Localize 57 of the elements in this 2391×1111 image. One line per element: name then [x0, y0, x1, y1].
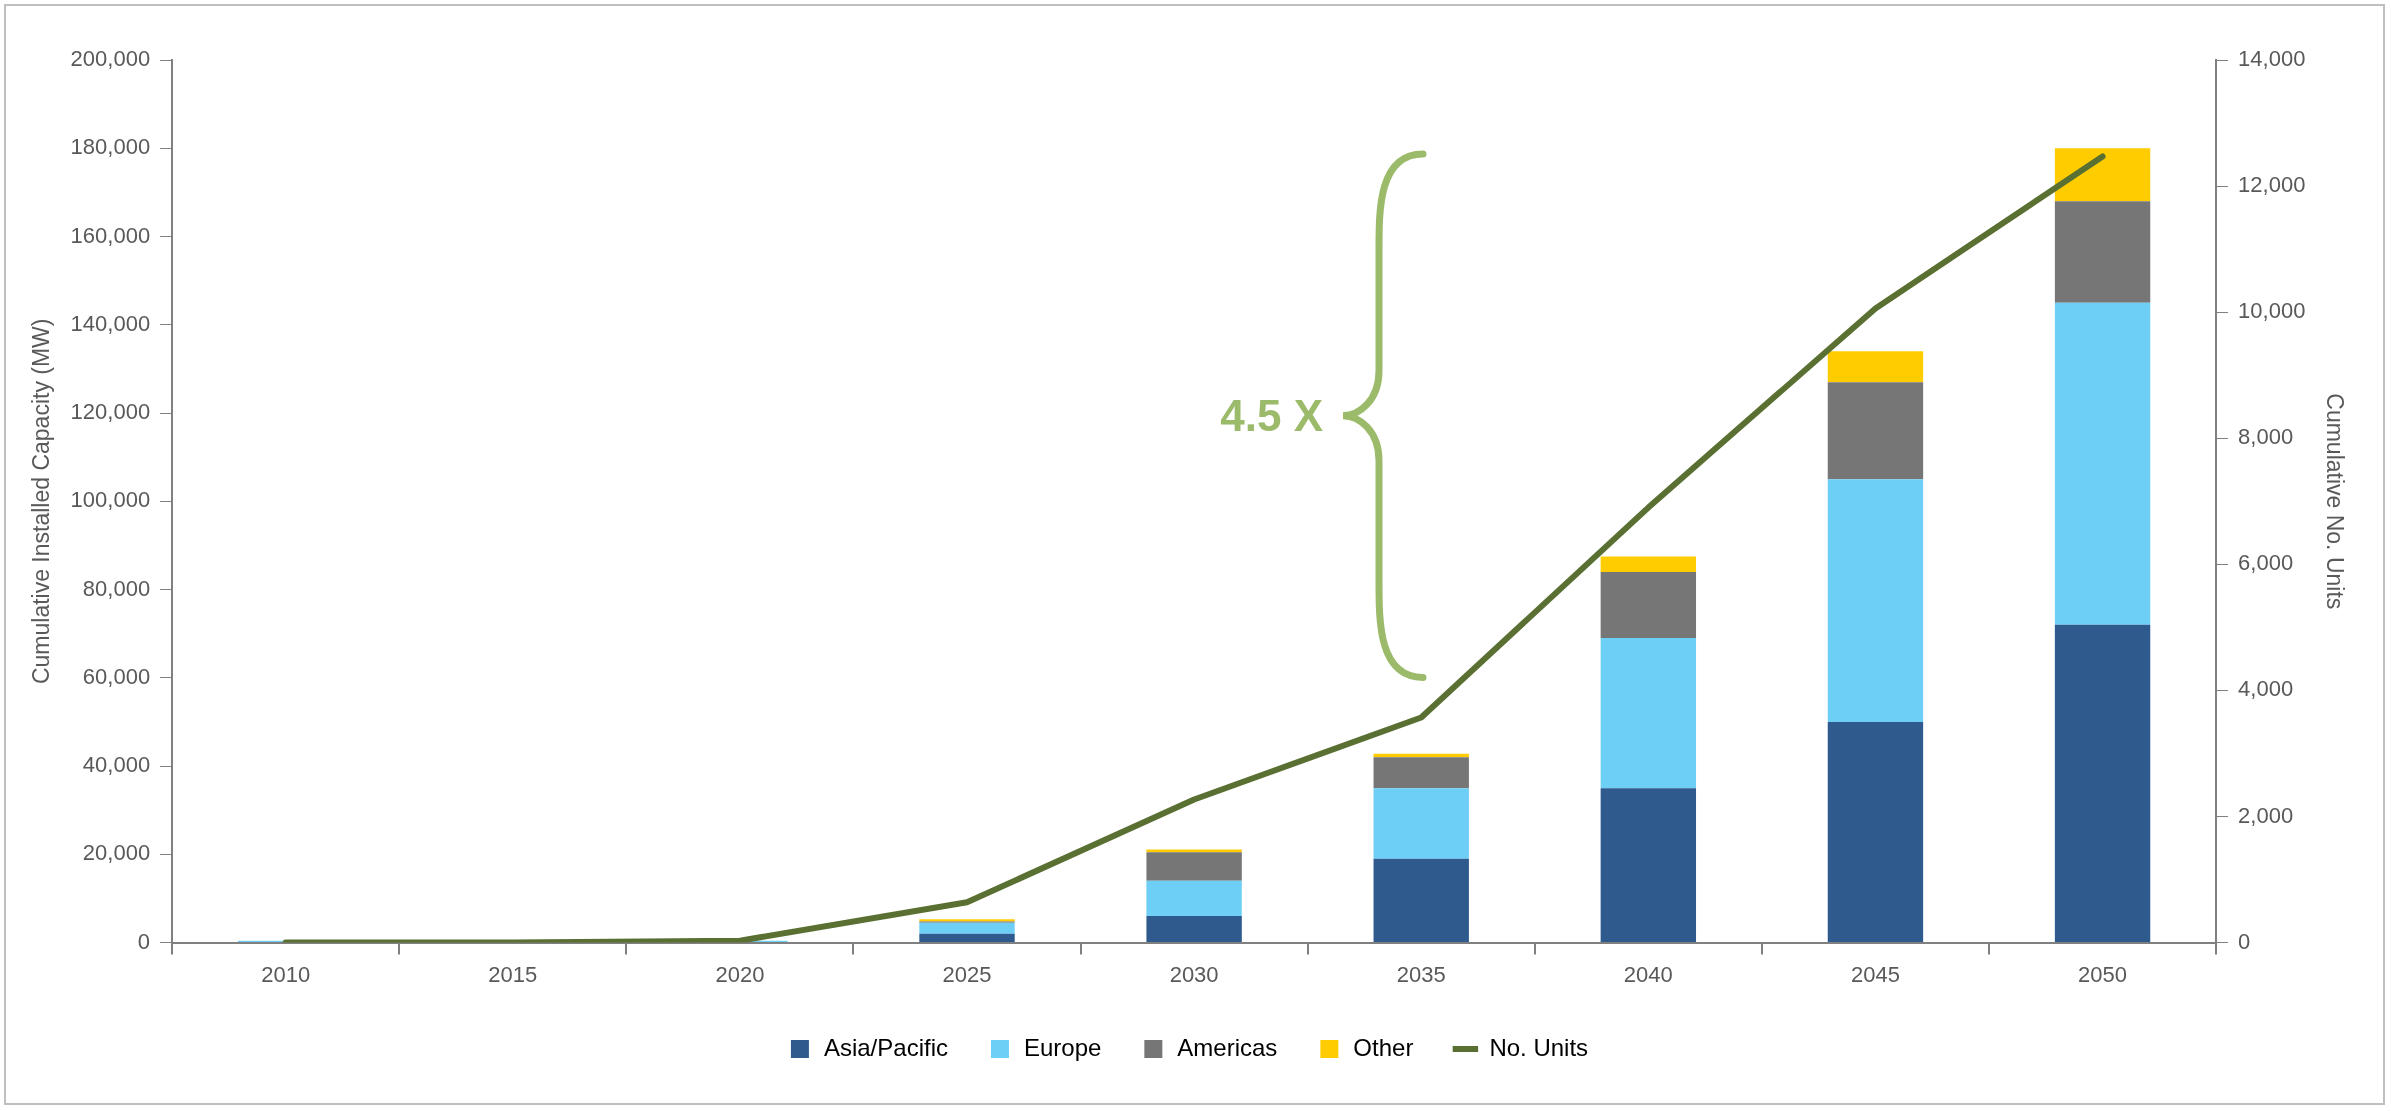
bar: [1146, 852, 1242, 881]
y2-tick-label: 10,000: [2238, 298, 2306, 324]
x-tick-label: 2025: [942, 961, 992, 987]
y2-tick-label: 14,000: [2238, 46, 2306, 72]
y-tick-label: 60,000: [82, 663, 151, 689]
bar: [1600, 571, 1697, 639]
y-tick-label: 80,000: [82, 575, 151, 601]
bar: [919, 933, 1015, 943]
y2-tick-label: 8,000: [2238, 424, 2294, 450]
bar: [2054, 302, 2151, 625]
bar: [1827, 479, 1924, 722]
y2-tick-label: 2,000: [2238, 802, 2294, 828]
annotation: 4.5 X: [1220, 391, 1324, 442]
legend-label: Europe: [1023, 1033, 1102, 1061]
x-tick-label: 2040: [1623, 961, 1673, 987]
y-tick-label: 140,000: [70, 310, 151, 336]
y2-tick-label: 0: [2238, 928, 2251, 954]
legend-label: Americas: [1177, 1033, 1278, 1061]
x-tick-label: 2050: [2078, 961, 2128, 987]
bar: [1600, 638, 1697, 789]
y-tick-label: 0: [137, 928, 151, 954]
bar: [1827, 351, 1924, 383]
bar: [1373, 788, 1469, 859]
bar: [1600, 788, 1697, 943]
bar: [2054, 624, 2151, 943]
y-tick-label: 20,000: [82, 840, 151, 866]
y2-axis-title: Cumulative No. Units: [2321, 393, 2348, 610]
y-tick-label: 160,000: [70, 222, 151, 248]
y-axis-title: Cumulative Installed Capacity (MW): [28, 318, 55, 685]
y2-tick-label: 6,000: [2238, 550, 2294, 576]
bar: [1373, 858, 1469, 943]
x-tick-label: 2020: [715, 961, 765, 987]
x-tick-label: 2015: [488, 961, 538, 987]
x-tick-label: 2045: [1850, 961, 1900, 987]
x-tick-label: 2035: [1396, 961, 1446, 987]
y2-tick-label: 4,000: [2238, 676, 2294, 702]
bar: [1373, 757, 1469, 789]
bar: [1827, 382, 1924, 480]
bar: [1600, 556, 1697, 572]
y-tick-label: 200,000: [70, 46, 151, 72]
bar: [919, 922, 1015, 934]
y-tick-label: 100,000: [70, 487, 151, 513]
bar: [2054, 201, 2151, 303]
bar: [1827, 721, 1924, 943]
y-tick-label: 180,000: [70, 134, 151, 160]
y-tick-label: 120,000: [70, 399, 151, 425]
bar: [2054, 148, 2151, 202]
y2-tick-label: 12,000: [2238, 172, 2306, 198]
legend-label: Asia/Pacific: [823, 1033, 948, 1061]
x-tick-label: 2010: [261, 961, 311, 987]
bar: [1146, 880, 1242, 917]
bar: [1146, 849, 1242, 853]
legend-label: Other: [1353, 1033, 1414, 1061]
bar: [1146, 916, 1242, 943]
y-tick-label: 40,000: [82, 752, 151, 778]
x-tick-label: 2030: [1169, 961, 1219, 987]
legend-label: No. Units: [1489, 1033, 1589, 1061]
